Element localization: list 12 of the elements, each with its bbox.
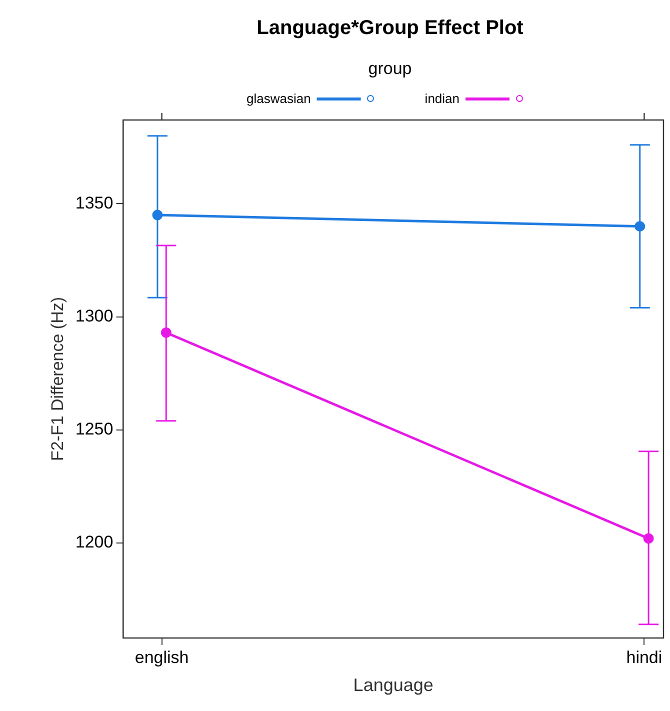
y-axis-title: F2-F1 Difference (Hz) [48, 296, 67, 462]
legend-title: group [368, 59, 412, 78]
x-tick-label: english [134, 648, 189, 667]
y-tick-label: 1200 [75, 532, 114, 552]
legend-label: indian [424, 91, 460, 106]
y-tick-label: 1350 [75, 193, 114, 212]
y-tick-label: 1250 [75, 420, 114, 439]
x-axis-title: Language [353, 675, 434, 696]
legend-label: glaswasian [246, 91, 311, 106]
chart-title: Language*Group Effect Plot [256, 17, 524, 39]
x-tick-label: hindi [626, 648, 662, 667]
y-tick-label: 1300 [75, 306, 114, 326]
